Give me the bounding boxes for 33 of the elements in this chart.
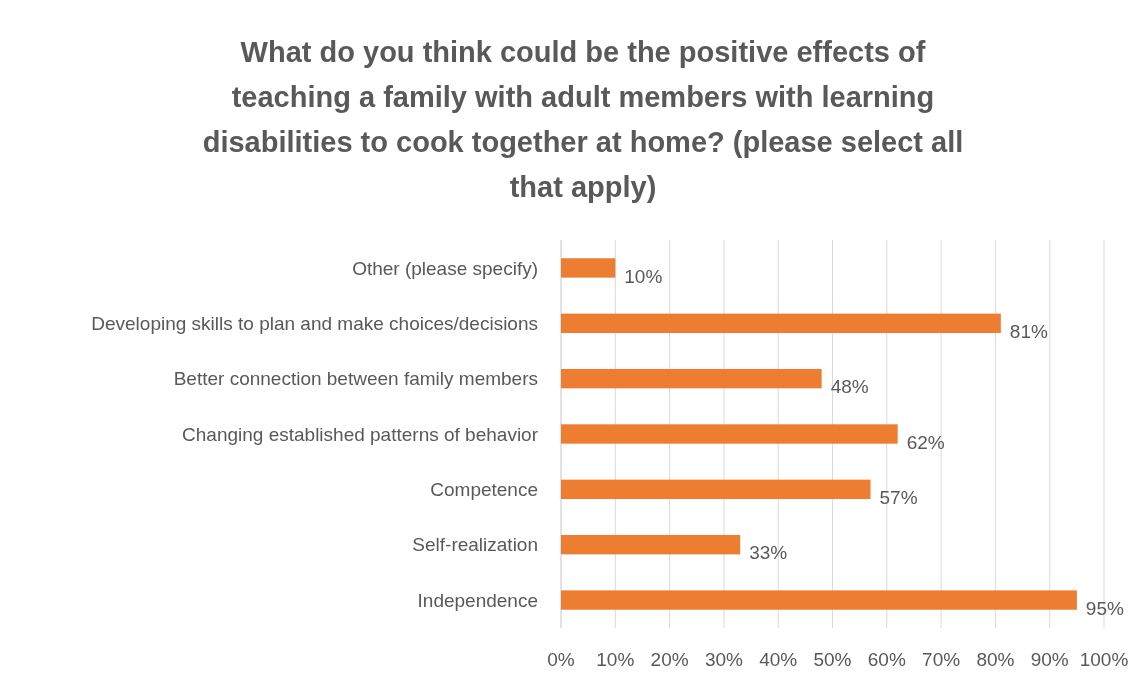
bar xyxy=(561,590,1077,610)
bar xyxy=(561,535,741,555)
x-tick-label: 0% xyxy=(547,649,575,670)
bar xyxy=(561,368,822,389)
y-tick-label: Independence xyxy=(417,589,538,611)
x-tick-label: 30% xyxy=(704,649,744,670)
x-tick-label: 90% xyxy=(1030,649,1069,670)
data-label: 95% xyxy=(1085,597,1124,619)
x-tick-label: 10% xyxy=(596,649,635,670)
y-tick-label: Other (please specify) xyxy=(352,257,538,279)
y-tick-label: Changing established patterns of behavior xyxy=(182,423,539,445)
x-tick-label: 60% xyxy=(867,649,906,670)
bar xyxy=(561,479,871,500)
chart-title: What do you think could be the positive effects of teaching a family with adult members with learning disabilities to cook together at home? (please select all that apply) xyxy=(202,36,964,203)
data-label: 10% xyxy=(624,265,663,287)
data-label: 62% xyxy=(906,431,945,453)
bar xyxy=(561,424,898,444)
data-label: 33% xyxy=(749,542,788,564)
y-tick-label: Competence xyxy=(430,479,538,500)
x-tick-label: 20% xyxy=(650,649,689,670)
x-tick-label: 80% xyxy=(976,649,1015,670)
y-tick-label: Developing skills to plan and make choices/decisions xyxy=(91,312,538,334)
x-tick-label: 70% xyxy=(922,649,961,670)
x-tick-label: 50% xyxy=(813,649,852,670)
y-tick-label: Better connection between family members xyxy=(173,368,538,390)
y-tick-label: Self-realization xyxy=(412,534,538,556)
x-tick-label: 40% xyxy=(759,649,798,670)
x-tick-label: 100% xyxy=(1079,649,1129,670)
bar xyxy=(561,258,616,278)
data-label: 48% xyxy=(830,376,869,398)
bar xyxy=(561,313,1001,333)
data-label: 81% xyxy=(1009,320,1048,342)
data-label: 57% xyxy=(879,487,918,508)
